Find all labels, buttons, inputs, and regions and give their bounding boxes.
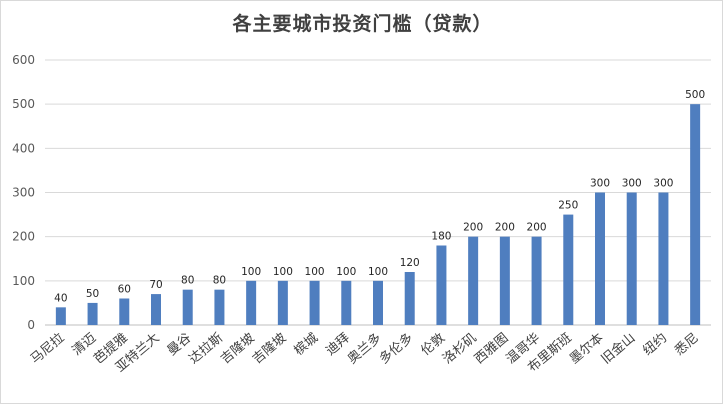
- data-label: 180: [431, 231, 451, 243]
- data-label: 300: [590, 178, 610, 190]
- data-label: 100: [336, 266, 356, 278]
- y-tick-label: 200: [12, 230, 35, 244]
- category-label: 吉隆坡: [218, 331, 258, 368]
- bar: [341, 280, 352, 325]
- data-label: 120: [400, 257, 420, 269]
- category-label: 达拉斯: [186, 331, 226, 368]
- category-label: 西雅图: [472, 331, 512, 368]
- category-label: 多伦多: [376, 330, 416, 367]
- category-label: 旧金山: [598, 330, 638, 367]
- category-label: 槟城: [291, 330, 321, 359]
- data-label: 70: [149, 279, 162, 291]
- y-tick-label: 100: [12, 274, 35, 288]
- data-label: 40: [54, 292, 67, 304]
- bar: [690, 104, 701, 326]
- bar: [309, 280, 320, 325]
- bar: [404, 272, 415, 325]
- y-tick-label: 300: [12, 186, 35, 200]
- data-label: 80: [213, 275, 226, 287]
- bar: [658, 192, 669, 325]
- data-label: 60: [118, 284, 131, 296]
- data-label: 300: [653, 178, 673, 190]
- y-tick-label: 600: [12, 53, 35, 67]
- data-label: 100: [273, 266, 293, 278]
- bar: [626, 192, 637, 325]
- bar: [468, 236, 479, 325]
- bar: [436, 245, 447, 325]
- bar: [373, 280, 383, 325]
- data-label: 100: [241, 266, 261, 278]
- y-tick-label: 0: [27, 318, 35, 332]
- bar: [563, 214, 574, 325]
- bar: [277, 280, 288, 325]
- bar: [151, 294, 161, 325]
- category-label: 洛杉矶: [440, 331, 480, 368]
- bar: [595, 192, 605, 325]
- data-label: 200: [463, 222, 483, 234]
- data-label: 200: [527, 222, 547, 234]
- category-label: 马尼拉: [28, 331, 68, 368]
- data-label: 50: [86, 288, 99, 300]
- y-tick-label: 400: [12, 141, 35, 155]
- bar: [182, 289, 193, 325]
- bar: [246, 280, 257, 325]
- bar: [531, 236, 542, 325]
- bar: [55, 307, 66, 325]
- data-label: 80: [181, 275, 194, 287]
- category-label: 悉尼: [672, 331, 702, 359]
- data-label: 100: [305, 266, 325, 278]
- chart-title: 各主要城市投资门槛（贷款）: [232, 13, 493, 35]
- data-label: 200: [495, 222, 515, 234]
- category-label: 奥兰多: [344, 330, 384, 367]
- data-label: 300: [622, 178, 642, 190]
- bar: [214, 289, 225, 325]
- category-label: 吉隆坡: [250, 331, 290, 368]
- data-label: 500: [685, 89, 705, 101]
- bar: [499, 236, 510, 325]
- bar: [87, 302, 98, 325]
- category-label: 纽约: [640, 331, 670, 359]
- category-label: 墨尔本: [567, 331, 607, 368]
- y-tick-label: 500: [12, 97, 35, 111]
- data-label: 250: [558, 200, 578, 212]
- bar: [119, 298, 130, 325]
- data-label: 100: [368, 266, 388, 278]
